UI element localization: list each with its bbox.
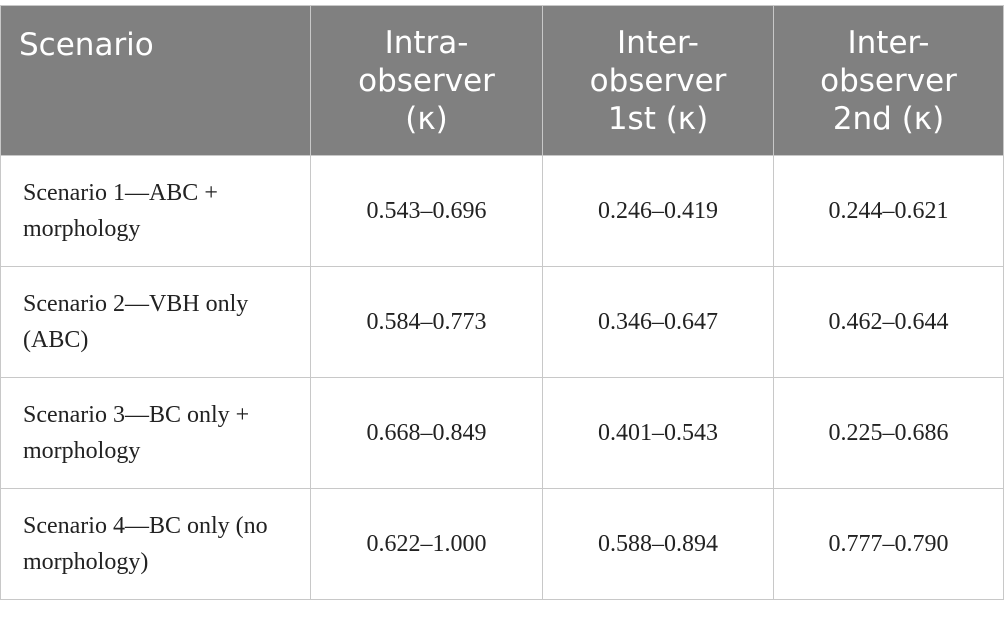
kappa-cell: 0.246–0.419 <box>542 155 774 267</box>
kappa-cell: 0.401–0.543 <box>542 377 774 489</box>
kappa-cell: 0.777–0.790 <box>773 488 1004 600</box>
scenario-cell: Scenario 3—BC only + morphology <box>0 377 311 489</box>
header-cell: Intra-observer (κ) <box>310 5 543 156</box>
header-cell: Inter-observer 2nd (κ) <box>773 5 1004 156</box>
kappa-cell: 0.543–0.696 <box>310 155 543 267</box>
kappa-cell: 0.668–0.849 <box>310 377 543 489</box>
header-cell: Inter-observer 1st (κ) <box>542 5 774 156</box>
scenario-cell: Scenario 1—ABC + morphology <box>0 155 311 267</box>
header-cell: Scenario <box>0 5 311 156</box>
kappa-cell: 0.584–0.773 <box>310 266 543 378</box>
kappa-cell: 0.244–0.621 <box>773 155 1004 267</box>
data-table: Scenario Intra-observer (κ) Inter-observer… <box>0 5 1004 600</box>
table-row: Scenario 1—ABC + morphology 0.543–0.696 0.… <box>0 155 1004 267</box>
kappa-cell: 0.622–1.000 <box>310 488 543 600</box>
scenario-cell: Scenario 4—BC only (no morphology) <box>0 488 311 600</box>
table-row: Scenario 3—BC only + morphology 0.668–0.8… <box>0 377 1004 489</box>
header-row: Scenario Intra-observer (κ) Inter-observer… <box>0 5 1004 156</box>
table-container: Scenario Intra-observer (κ) Inter-observer… <box>0 5 1004 600</box>
table-row: Scenario 4—BC only (no morphology) 0.622–… <box>0 488 1004 600</box>
table-body: Scenario 1—ABC + morphology 0.543–0.696 0.… <box>0 155 1004 600</box>
kappa-cell: 0.225–0.686 <box>773 377 1004 489</box>
kappa-cell: 0.588–0.894 <box>542 488 774 600</box>
header-text: Scenario <box>19 27 154 63</box>
table-row: Scenario 2—VBH only (ABC) 0.584–0.773 0.34… <box>0 266 1004 378</box>
kappa-cell: 0.462–0.644 <box>773 266 1004 378</box>
kappa-cell: 0.346–0.647 <box>542 266 774 378</box>
scenario-cell: Scenario 2—VBH only (ABC) <box>0 266 311 378</box>
header-text: Intra-observer (κ) <box>358 24 495 137</box>
header-text: Inter-observer 2nd (κ) <box>820 24 957 137</box>
header-text: Inter-observer 1st (κ) <box>589 24 727 137</box>
